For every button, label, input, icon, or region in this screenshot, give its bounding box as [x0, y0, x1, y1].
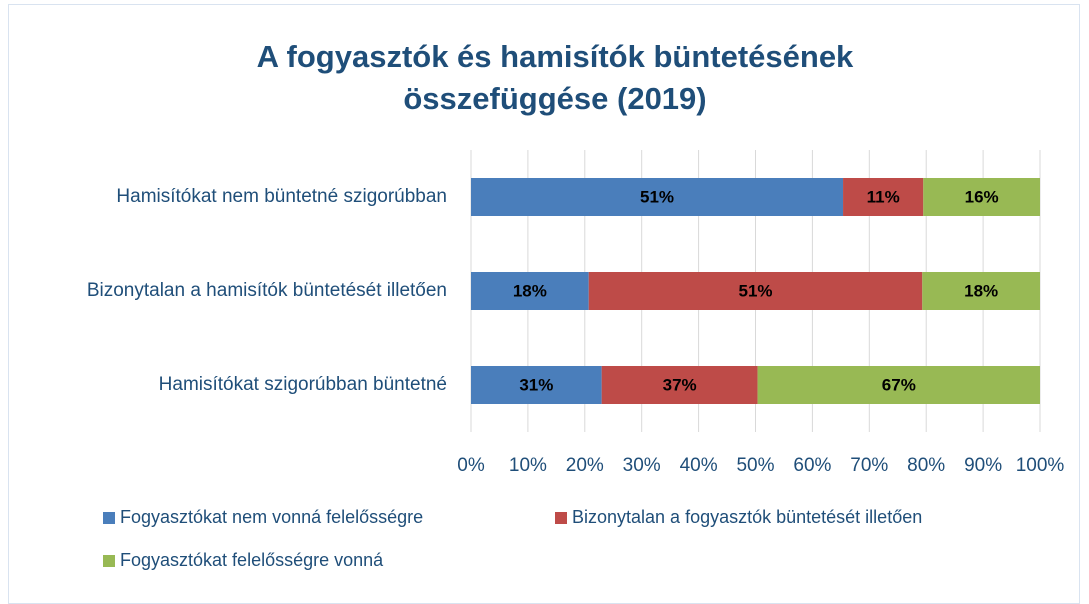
data-label: 51% [738, 281, 772, 300]
legend-label: Bizonytalan a fogyasztók büntetését ille… [572, 507, 922, 527]
bar [588, 272, 923, 310]
x-tick-label: 50% [736, 455, 774, 476]
x-tick-label: 70% [850, 455, 888, 476]
bar [843, 178, 924, 216]
legend-swatch [103, 512, 115, 524]
data-label: 18% [964, 281, 998, 300]
y-tick-label: Hamisítókat szigorúbban büntetné [159, 374, 447, 395]
x-tick-label: 60% [793, 455, 831, 476]
bar [757, 366, 1040, 404]
data-label: 51% [640, 187, 674, 206]
legend-swatch [555, 512, 567, 524]
bar [601, 366, 758, 404]
data-label: 11% [867, 187, 900, 206]
bar [471, 178, 844, 216]
bar [471, 272, 589, 310]
x-tick-label: 40% [680, 455, 718, 476]
x-tick-label: 20% [566, 455, 604, 476]
data-label: 37% [663, 375, 697, 394]
page: {"chart_data": { "type": "bar", "orienta… [8, 4, 1080, 604]
y-tick-label: Hamisítókat nem büntetné szigorúbban [116, 186, 447, 207]
legend-swatch [103, 555, 115, 567]
chart: 0% 10% 20% 30% 40% 50% 60% 70% 80% 90% 100% Hamisít… [87, 150, 1065, 570]
x-tick-label: 90% [964, 455, 1002, 476]
x-tick-label: 0% [457, 455, 485, 476]
data-label: 18% [513, 281, 547, 300]
y-tick-label: Bizonytalan a hamisítók büntetését illet… [87, 280, 447, 301]
x-tick-label: 10% [509, 455, 547, 476]
bar [923, 178, 1040, 216]
legend-label: Fogyasztókat felelősségre vonná [120, 550, 384, 570]
x-tick-label: 100% [1016, 455, 1065, 476]
bar [471, 366, 602, 404]
data-label: 67% [882, 375, 916, 394]
x-tick-label: 80% [907, 455, 945, 476]
legend-label: Fogyasztókat nem vonná felelősségre [120, 507, 423, 527]
x-tick-label: 30% [623, 455, 661, 476]
data-label: 16% [965, 187, 999, 206]
chart-title: A fogyasztók és hamisítók büntetésének ö… [256, 39, 854, 116]
data-label: 31% [519, 375, 553, 394]
bar [922, 272, 1040, 310]
